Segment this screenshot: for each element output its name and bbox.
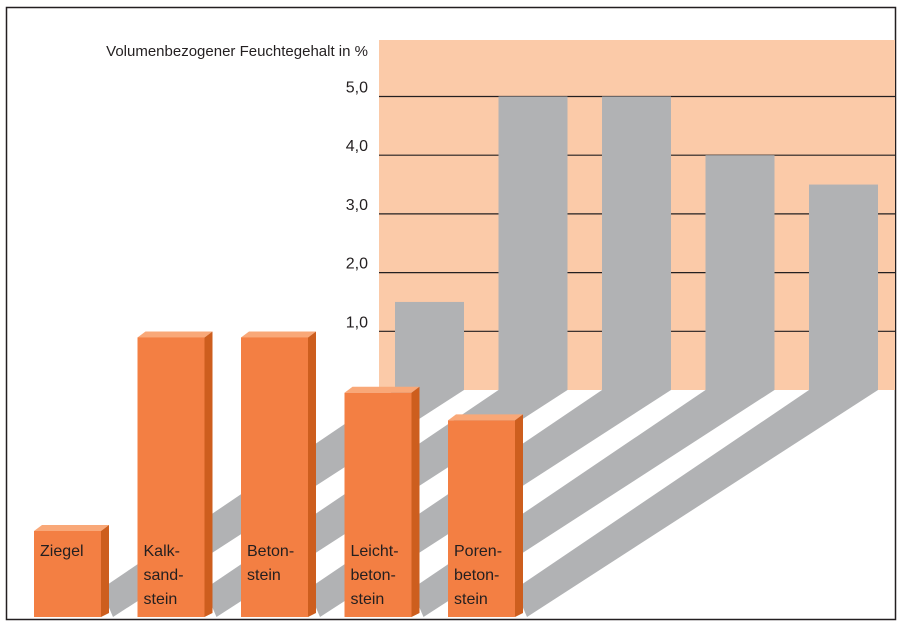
y-tick-label: 3,0 — [346, 197, 368, 214]
bar-side-face — [204, 331, 213, 617]
back-bar — [602, 96, 671, 390]
back-bar — [809, 184, 878, 390]
front-bars: Ziegel Kalk-sand-steinBeton-steinLeicht-b… — [34, 331, 523, 617]
back-bar — [705, 155, 775, 390]
bar-front-face — [344, 392, 412, 617]
bar-shadow — [515, 390, 878, 617]
category-label: Kalk- — [144, 543, 180, 560]
front-bar-4: Poren-beton-stein — [448, 414, 523, 617]
category-label: Poren- — [454, 543, 502, 560]
bar-top-face — [137, 331, 213, 338]
bar-top-face — [448, 414, 523, 421]
back-bar — [498, 96, 568, 390]
front-bar-2: Beton-stein — [241, 331, 316, 617]
front-bar-3: Leicht-beton-stein — [344, 386, 420, 617]
category-label: Ziegel — [40, 543, 84, 560]
category-label: stein — [247, 567, 281, 584]
back-bar — [395, 301, 464, 390]
bar-side-face — [515, 414, 523, 617]
y-tick-label: 5,0 — [346, 80, 368, 97]
y-tick-label: 1,0 — [346, 314, 368, 331]
bar-front-face — [137, 337, 205, 617]
bar-top-face — [241, 331, 316, 338]
bar-front-face — [241, 337, 308, 617]
bar-side-face — [308, 331, 316, 617]
category-label: beton- — [351, 567, 396, 584]
bar-front-face — [448, 420, 515, 617]
category-label: stein — [454, 591, 488, 608]
y-tick-label: 4,0 — [346, 138, 368, 155]
bar-front-face — [34, 531, 101, 617]
bar-top-face — [34, 525, 109, 531]
y-axis-label: Volumenbezogener Feuchtegehalt in % — [106, 43, 368, 60]
bar-top-face — [344, 386, 420, 393]
category-label: sand- — [144, 567, 184, 584]
front-bar-0: Ziegel — [34, 525, 109, 617]
category-label: beton- — [454, 567, 499, 584]
category-label: stein — [144, 591, 178, 608]
category-label: Beton- — [247, 543, 294, 560]
back-bars — [395, 96, 878, 390]
category-label: Leicht- — [351, 543, 399, 560]
y-tick-label: 2,0 — [346, 256, 368, 273]
front-bar-1: Kalk-sand-stein — [137, 331, 213, 617]
category-label: stein — [351, 591, 385, 608]
bar-side-face — [101, 525, 109, 617]
bar-side-face — [411, 386, 420, 617]
